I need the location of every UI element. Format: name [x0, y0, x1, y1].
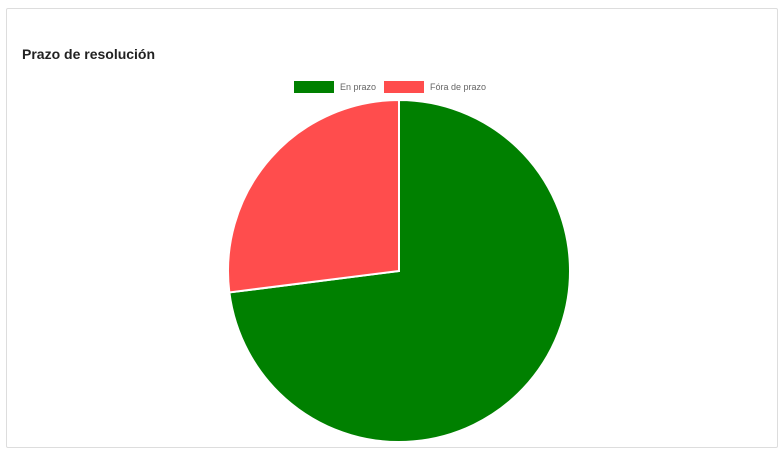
legend-item-en-prazo[interactable]: En prazo [294, 81, 376, 93]
pie-slices [227, 98, 571, 443]
legend-label-fora-de-prazo: Fóra de prazo [430, 82, 487, 92]
panel-title: Prazo de resolución [22, 46, 156, 62]
legend-swatch-en-prazo [294, 81, 334, 93]
pie-chart [227, 98, 571, 443]
pie-slice-fora-de-prazo[interactable] [227, 98, 400, 294]
legend-swatch-fora-de-prazo [384, 81, 425, 93]
chart-legend: En prazo Fóra de prazo [294, 80, 494, 94]
legend-item-fora-de-prazo[interactable]: Fóra de prazo [384, 81, 486, 93]
legend-label-en-prazo: En prazo [340, 82, 377, 92]
chart-panel: Prazo de resolución En prazo Fóra de pra… [6, 8, 778, 448]
